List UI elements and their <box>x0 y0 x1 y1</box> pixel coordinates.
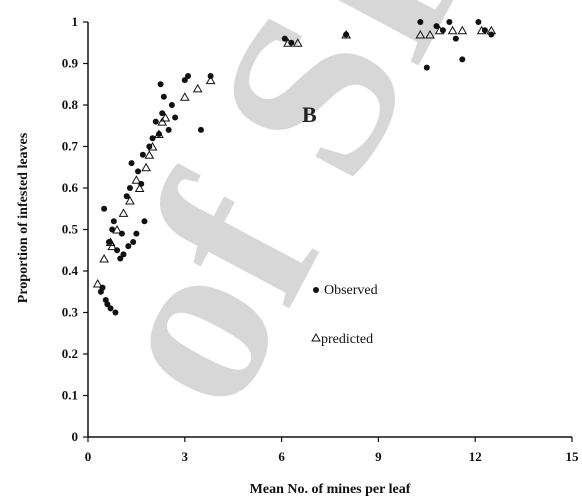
legend-observed-label: Observed <box>324 283 378 298</box>
legend-predicted-label: predicted <box>321 332 373 347</box>
observed-point <box>139 151 146 158</box>
observed-point <box>288 39 295 46</box>
observed-point <box>157 81 164 88</box>
y-ticks: 0 0.1 0.2 0.3 0.4 0.5 0.6 0.7 0.8 0.9 1 <box>62 14 88 444</box>
predicted-point <box>92 278 103 288</box>
predicted-point <box>147 141 158 151</box>
observed-point <box>459 56 466 63</box>
panel-label: B <box>302 102 317 127</box>
observed-point <box>128 160 135 167</box>
predicted-point <box>205 75 216 85</box>
observed-point <box>417 19 424 25</box>
predicted-point <box>144 150 155 159</box>
observed-point <box>446 19 453 25</box>
observed-point <box>452 35 459 42</box>
predicted-point <box>457 25 468 35</box>
predicted-point <box>99 254 109 263</box>
x-tick-label: 12 <box>469 449 482 464</box>
observed-point <box>130 238 137 245</box>
y-tick-label: 0.3 <box>62 305 79 320</box>
observed-point <box>488 31 495 38</box>
observed-point <box>141 218 148 225</box>
observed-point <box>149 135 156 142</box>
legend-observed-marker <box>313 287 319 293</box>
x-tick-label: 3 <box>182 449 189 464</box>
observed-point <box>185 72 192 79</box>
y-tick-label: 1 <box>72 14 79 29</box>
series-observed <box>97 19 495 316</box>
observed-point <box>117 255 124 262</box>
legend: Observed predicted <box>311 283 378 347</box>
x-ticks: 0 3 6 9 12 15 <box>85 437 579 464</box>
observed-point <box>281 35 288 42</box>
observed-point <box>110 218 117 225</box>
predicted-point <box>415 29 426 39</box>
observed-point <box>181 77 188 84</box>
y-tick-label: 0.9 <box>62 56 79 71</box>
y-tick-label: 0.5 <box>62 222 79 237</box>
observed-point <box>197 126 204 133</box>
observed-point <box>481 27 488 34</box>
y-tick-label: 0.7 <box>62 139 79 154</box>
y-tick-label: 0.8 <box>62 97 79 112</box>
predicted-point <box>160 112 171 122</box>
predicted-point <box>434 25 445 35</box>
predicted-point <box>425 29 435 39</box>
x-tick-label: 9 <box>375 449 382 464</box>
y-tick-label: 0 <box>72 429 79 444</box>
observed-point <box>159 110 166 117</box>
predicted-point <box>341 29 351 39</box>
y-tick-label: 0.2 <box>62 346 78 361</box>
observed-point <box>112 309 119 316</box>
observed-point <box>123 193 130 200</box>
observed-point <box>126 185 133 191</box>
observed-point <box>423 64 430 71</box>
predicted-point <box>112 224 122 234</box>
observed-point <box>135 168 142 175</box>
observed-point <box>152 118 159 125</box>
x-tick-label: 0 <box>85 449 92 464</box>
predicted-point <box>283 38 293 47</box>
x-axis-title: Mean No. of mines per leaf <box>250 482 411 497</box>
predicted-point <box>447 25 458 35</box>
observed-point <box>120 251 127 258</box>
y-tick-label: 0.4 <box>62 263 79 278</box>
observed-point <box>475 19 482 25</box>
predicted-point <box>125 195 135 205</box>
y-tick-label: 0.1 <box>62 388 78 403</box>
observed-point <box>104 301 111 308</box>
observed-point <box>101 205 108 212</box>
y-tick-label: 0.6 <box>62 180 79 195</box>
series-predicted <box>92 25 497 288</box>
legend-predicted-marker <box>311 332 321 342</box>
observed-point <box>172 114 179 121</box>
x-tick-label: 15 <box>566 449 580 464</box>
observed-point <box>125 243 132 250</box>
predicted-point <box>157 117 168 126</box>
predicted-point <box>134 183 145 192</box>
observed-point <box>107 305 114 312</box>
observed-point <box>165 126 172 133</box>
predicted-point <box>141 162 151 172</box>
predicted-point <box>107 241 118 251</box>
predicted-point <box>292 38 303 47</box>
predicted-point <box>192 83 203 93</box>
predicted-point <box>118 208 129 217</box>
observed-point <box>168 102 175 108</box>
predicted-point <box>179 92 190 101</box>
x-tick-label: 6 <box>278 449 285 464</box>
observed-point <box>146 143 153 150</box>
predicted-point <box>476 25 487 35</box>
observed-point <box>433 23 440 30</box>
predicted-point <box>154 129 164 139</box>
observed-point <box>133 230 140 237</box>
predicted-point <box>486 25 497 35</box>
observed-point <box>439 27 446 34</box>
predicted-point <box>131 175 142 184</box>
y-axis-title: Proportion of infested leaves <box>16 132 31 303</box>
observed-point <box>160 93 167 100</box>
